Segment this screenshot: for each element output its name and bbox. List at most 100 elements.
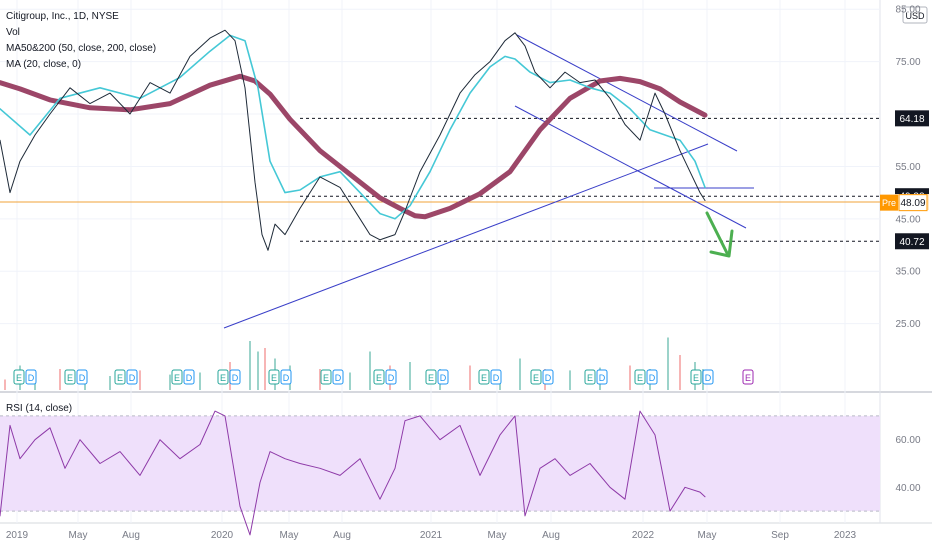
dividend-marker-letter: D [232,373,239,383]
channel-lower-line[interactable] [514,105,747,229]
earnings-marker[interactable]: E [320,369,332,385]
earnings-marker[interactable]: E [634,369,646,385]
earnings-marker[interactable]: E [217,369,229,385]
projection-arrow[interactable] [705,211,734,258]
earnings-marker-box [373,369,385,385]
earnings-marker-letter: E [16,373,22,383]
time-tick: 2022 [632,530,655,541]
dividend-marker[interactable]: D [490,369,502,385]
dividend-marker[interactable]: D [183,369,195,385]
earnings-marker[interactable]: E [478,369,490,385]
dividend-marker[interactable]: D [437,369,449,385]
channel-upper-line[interactable] [516,34,738,152]
series-ma200[interactable] [0,73,708,220]
series-lines [0,29,708,536]
time-tick: 2023 [834,530,857,541]
dividend-marker-letter: D [388,373,395,383]
legend-ma50-200[interactable]: MA50&200 (50, close, 200, close) [6,43,156,54]
earnings-marker-box [217,369,229,385]
dividend-marker[interactable]: D [126,369,138,385]
time-tick: Aug [542,530,560,541]
volume-bar [409,362,411,390]
dividend-marker[interactable]: D [25,369,37,385]
earnings-marker[interactable]: E [13,369,25,385]
series-rsi[interactable] [0,410,706,536]
earnings-marker-box [171,369,183,385]
earnings-marker-box [690,369,702,385]
earnings-marker-letter: E [117,373,123,383]
earnings-marker-letter: E [323,373,329,383]
earnings-marker-letter: E [376,373,382,383]
time-tick: 2019 [6,530,29,541]
earnings-marker-upcoming[interactable]: E [742,369,754,385]
time-tick: May [698,530,717,541]
dividend-marker-box [25,369,37,385]
ascending-trend-line[interactable] [223,143,709,329]
earnings-marker[interactable]: E [268,369,280,385]
earnings-marker[interactable]: E [171,369,183,385]
earnings-marker[interactable]: E [425,369,437,385]
dividend-marker-box [229,369,241,385]
volume-bar [109,376,111,390]
dividend-marker[interactable]: D [229,369,241,385]
price-label[interactable]: 40.72 [895,233,929,250]
earnings-marker-letter: E [587,373,593,383]
earnings-marker-upcoming-letter: E [745,373,751,383]
time-axis[interactable]: 2019 May Aug 2020 May Aug 2021 May Aug 2022 May Sep… [6,530,857,541]
earnings-marker-box [584,369,596,385]
price-label-value: 40.72 [899,237,924,248]
series-price[interactable] [0,29,706,251]
legend-vol[interactable]: Vol [6,27,20,38]
legend-ma20[interactable]: MA (20, close, 0) [6,59,81,70]
earnings-marker[interactable]: E [64,369,76,385]
earnings-marker-box [530,369,542,385]
trend-lines[interactable] [223,34,754,329]
earnings-marker-letter: E [428,373,434,383]
price-tick: 55.00 [895,162,920,173]
dividend-marker[interactable]: D [280,369,292,385]
dividend-marker[interactable]: D [542,369,554,385]
dividend-marker[interactable]: D [76,369,88,385]
dividend-marker[interactable]: D [646,369,658,385]
time-tick: May [488,530,507,541]
dividend-marker-letter: D [545,373,552,383]
volume-bar [199,372,201,390]
earnings-marker[interactable]: E [373,369,385,385]
projection-arrow-head [709,229,734,258]
earnings-marker-letter: E [220,373,226,383]
price-tick: 35.00 [895,267,920,278]
price-tick: 75.00 [895,57,920,68]
series-ma50[interactable] [0,34,706,220]
volume-bar [667,337,669,390]
dividend-marker[interactable]: D [385,369,397,385]
currency-button[interactable]: USD [902,6,928,24]
earnings-marker[interactable]: E [584,369,596,385]
rsi-tick: 60.00 [895,435,920,446]
earnings-marker-box [478,369,490,385]
rsi-label[interactable]: RSI (14, close) [6,403,72,414]
legend-symbol[interactable]: Citigroup, Inc., 1D, NYSE [6,11,119,22]
dividend-marker[interactable]: D [596,369,608,385]
dividend-marker-box [126,369,138,385]
dividend-marker[interactable]: D [702,369,714,385]
volume-bar [169,374,171,390]
dividend-marker-box [280,369,292,385]
earnings-marker-letter: E [271,373,277,383]
dividend-marker-letter: D [493,373,500,383]
earnings-marker-box [320,369,332,385]
earnings-marker-letter: E [533,373,539,383]
earnings-marker[interactable]: E [114,369,126,385]
dividend-marker[interactable]: D [332,369,344,385]
price-label[interactable]: 64.18 [895,110,929,127]
horizontal-levels [0,117,880,242]
earnings-marker[interactable]: E [690,369,702,385]
time-tick: Aug [333,530,351,541]
dividend-marker-letter: D [186,373,193,383]
price-label[interactable]: Pre 48.09 [880,194,928,212]
earnings-marker[interactable]: E [530,369,542,385]
rsi-axis[interactable]: 60.00 40.00 [895,435,920,494]
